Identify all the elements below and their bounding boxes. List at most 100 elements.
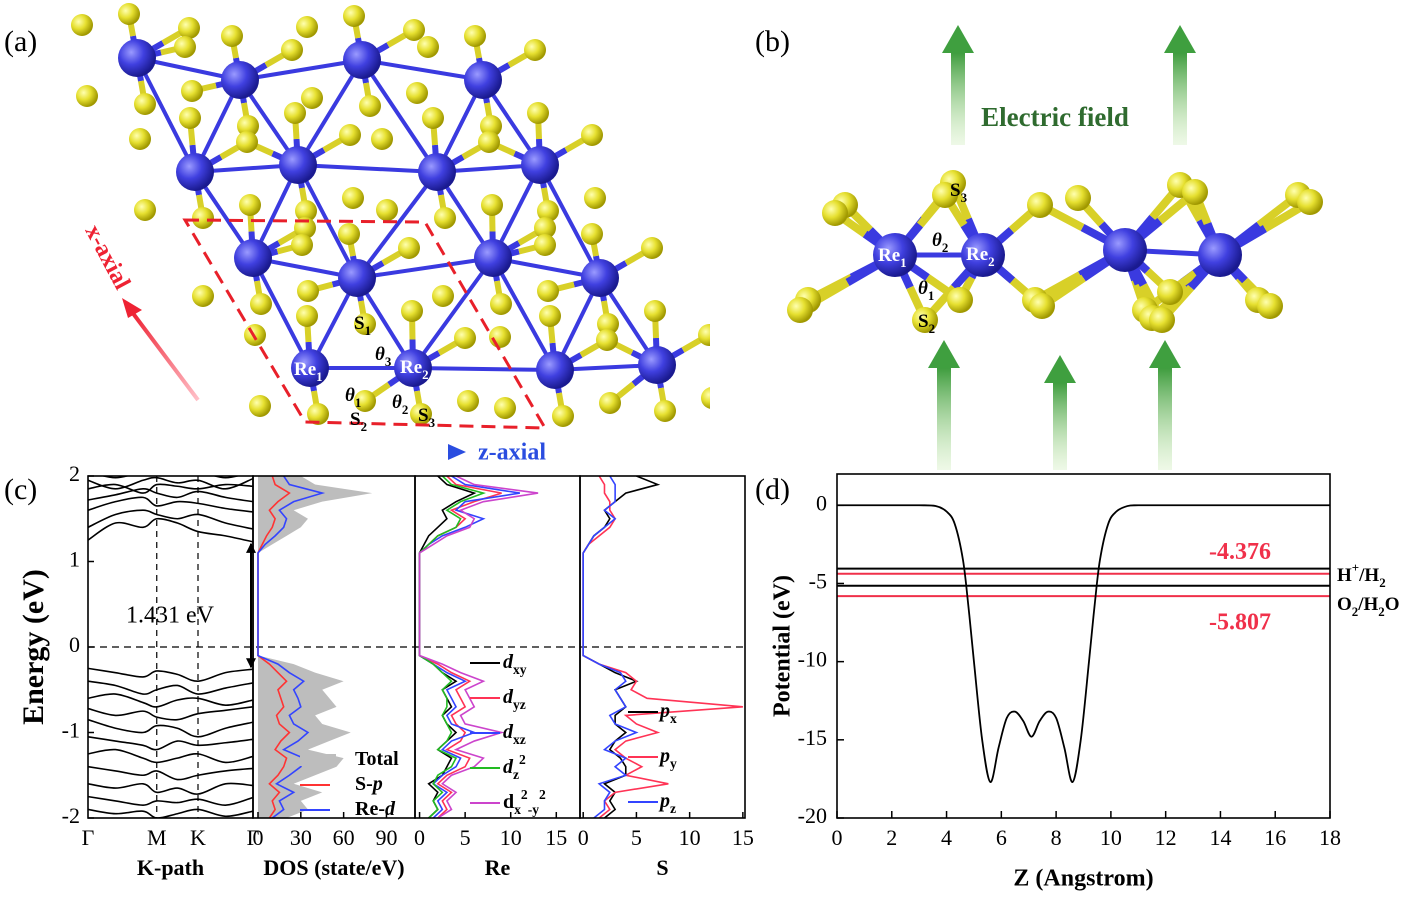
band-line — [88, 706, 253, 721]
s-atom — [296, 16, 318, 38]
s-atom — [537, 200, 559, 222]
atom-label-part: 1 — [355, 395, 361, 410]
re-re-bond — [135, 57, 197, 173]
re-re-bond — [239, 58, 363, 82]
s-atom — [1297, 189, 1323, 215]
band-line — [88, 517, 253, 543]
x-axis-label: K-path — [137, 855, 204, 880]
atom-label-part: Re — [400, 357, 422, 378]
gap-label: 1.431 eV — [126, 603, 215, 629]
field-arrow-shaft — [951, 51, 965, 145]
legend-label-part: Total — [355, 748, 399, 770]
field-arrow-shaft — [1053, 381, 1067, 470]
legend-label: pz — [658, 790, 676, 816]
y-tick-label: -1 — [62, 718, 80, 743]
level-annotation-part: O — [1385, 594, 1400, 615]
potential-line — [837, 504, 1330, 783]
s-atom — [1027, 192, 1053, 218]
atom-label-part: 1 — [316, 369, 322, 384]
panel-label: (d) — [755, 473, 790, 506]
re-atom — [221, 61, 259, 99]
s-atom — [454, 327, 476, 349]
legend-label-part: -y — [528, 802, 540, 817]
s-atom — [1065, 185, 1091, 211]
legend-label: S-p — [355, 773, 383, 795]
band-line — [100, 476, 241, 479]
x-tick-label: 15 — [545, 825, 567, 850]
x-tick-label: 0 — [414, 825, 425, 850]
s-atom — [599, 392, 621, 414]
y-tick-label: -10 — [798, 647, 827, 672]
re-atom — [418, 153, 456, 191]
legend-label-part: d — [503, 756, 514, 778]
atom-label: θ1 — [345, 385, 361, 410]
s-atom — [354, 390, 376, 412]
legend-label-part: p — [658, 700, 670, 722]
atom-label-part: 3 — [961, 190, 968, 205]
s-atom — [236, 131, 258, 153]
y-tick-label: -20 — [798, 803, 827, 828]
s-atom — [376, 199, 398, 221]
s-atom — [644, 300, 666, 322]
field-arrow-head — [928, 340, 960, 368]
legend-label: dxy — [503, 651, 527, 677]
legend-label: dx2-y2 — [503, 787, 546, 817]
re-atom — [581, 259, 619, 297]
legend-label-part: d — [503, 791, 514, 813]
s-atom — [294, 217, 316, 239]
atom-label-part: 2 — [402, 402, 408, 417]
x-axis-label: DOS (state/eV) — [263, 855, 404, 880]
re-atom — [118, 39, 156, 77]
band-line — [88, 488, 253, 503]
s-atom — [422, 107, 444, 129]
s-atom — [307, 403, 329, 425]
s-atom — [179, 107, 201, 129]
atom-label: θ1 — [918, 278, 934, 303]
s-atom — [134, 199, 156, 221]
legend-label-part: z — [670, 801, 676, 816]
s-atom — [581, 124, 603, 146]
level-label: -5.807 — [1209, 610, 1271, 636]
unit-cell — [182, 218, 548, 430]
band-line — [88, 509, 253, 530]
x-axis-arrow — [130, 310, 200, 402]
re-re-bond — [360, 58, 439, 174]
field-label: Electric field — [981, 102, 1129, 132]
s-atom — [343, 5, 365, 27]
s-atom — [457, 390, 479, 412]
band-line — [88, 483, 253, 494]
s-atom — [181, 80, 203, 102]
s-atom — [342, 187, 364, 209]
legend-label-part: yz — [513, 697, 526, 712]
panel-label: (c) — [4, 473, 37, 506]
plot-frame — [579, 475, 746, 819]
re-atom — [961, 233, 1005, 277]
s-atom — [403, 19, 425, 41]
re-re-bond — [361, 58, 484, 82]
s-atom — [295, 200, 317, 222]
s-atom — [174, 36, 196, 58]
atom-label-part: S — [950, 180, 961, 201]
re-re-bond — [412, 366, 556, 372]
s-atom — [527, 102, 549, 124]
x-tick-label: 90 — [375, 825, 397, 850]
s-atom — [1182, 179, 1208, 205]
re-atom — [536, 351, 574, 389]
re-re-bond — [356, 256, 494, 280]
x-tick-label: 18 — [1319, 825, 1341, 850]
s-atom — [338, 223, 360, 245]
x-tick-label: 0 — [252, 825, 263, 850]
level-annotation-part: O — [1337, 594, 1352, 615]
y-tick-label: 2 — [69, 461, 80, 486]
atom-label-part: 1 — [928, 288, 934, 303]
s-atom — [596, 329, 618, 351]
band-line — [88, 765, 253, 781]
field-arrow-head — [1149, 340, 1181, 368]
legend-label-part: 2 — [519, 752, 526, 767]
atom-label-part: 3 — [429, 415, 436, 430]
s-atom — [534, 234, 556, 256]
band-line — [88, 680, 253, 695]
legend-label: Re-d — [355, 798, 396, 820]
legend-label-part: y — [670, 756, 677, 771]
s-atom — [701, 387, 710, 409]
